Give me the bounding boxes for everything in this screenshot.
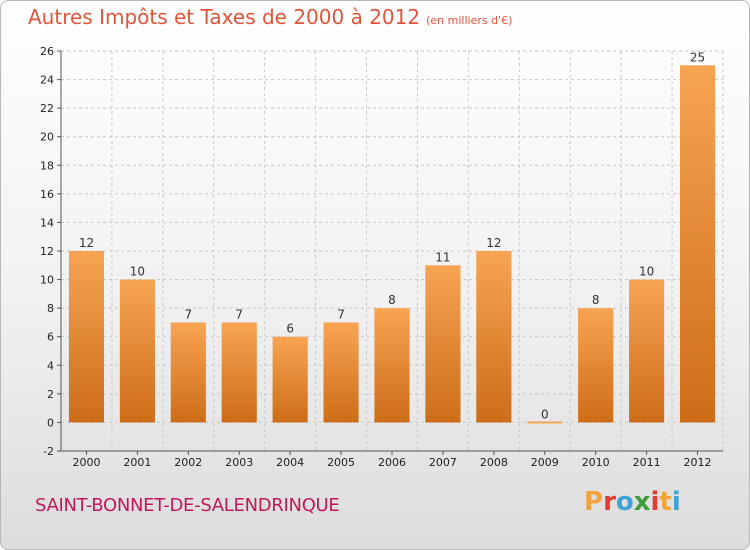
data-label: 25 — [690, 50, 705, 64]
logo-letter: x — [633, 487, 651, 517]
y-tick-label: 0 — [47, 416, 54, 429]
logo-letter: P — [584, 487, 604, 517]
y-tick-label: 6 — [47, 331, 54, 344]
x-tick-label: 2001 — [123, 456, 151, 469]
bar — [374, 308, 410, 423]
y-tick-label: 26 — [40, 45, 54, 58]
x-tick-label: 2006 — [378, 456, 406, 469]
bar — [170, 322, 206, 423]
logo-letter: t — [659, 487, 672, 517]
bar — [323, 322, 359, 423]
title-text: Autres Impôts et Taxes de 2000 à 2012 — [28, 5, 421, 29]
data-label: 10 — [130, 265, 145, 279]
y-tick-label: -2 — [43, 445, 54, 458]
y-tick-label: 18 — [40, 159, 54, 172]
data-label: 8 — [592, 293, 600, 307]
data-label: 7 — [337, 307, 345, 321]
y-tick-label: 22 — [40, 102, 54, 115]
data-label: 11 — [435, 250, 450, 264]
bar — [629, 279, 665, 423]
y-tick-label: 12 — [40, 245, 54, 258]
logo-letter: i — [671, 487, 681, 517]
proxiti-logo: Proxiti — [584, 487, 681, 517]
logo-letter: o — [615, 487, 634, 517]
bar — [527, 421, 563, 424]
chart-title: Autres Impôts et Taxes de 2000 à 2012 (en… — [28, 5, 512, 29]
logo-letter: i — [650, 487, 660, 517]
title-unit: (en milliers d'€) — [426, 14, 513, 27]
x-tick-label: 2000 — [72, 456, 100, 469]
data-label: 6 — [286, 322, 294, 336]
data-label: 12 — [486, 236, 501, 250]
x-tick-label: 2003 — [225, 456, 253, 469]
x-tick-label: 2005 — [327, 456, 355, 469]
y-tick-label: 8 — [47, 302, 54, 315]
data-label: 7 — [235, 307, 243, 321]
x-tick-label: 2012 — [684, 456, 712, 469]
logo-letter: r — [603, 487, 616, 517]
bar — [425, 265, 461, 423]
bar — [679, 65, 716, 423]
commune-name: SAINT-BONNET-DE-SALENDRINQUE — [35, 495, 340, 516]
y-tick-label: 14 — [40, 216, 54, 229]
data-label: 0 — [541, 407, 549, 421]
data-label: 8 — [388, 293, 396, 307]
data-label: 10 — [639, 265, 654, 279]
y-tick-label: 10 — [40, 274, 54, 287]
data-label: 12 — [79, 236, 94, 250]
y-tick-label: 20 — [40, 131, 54, 144]
x-tick-label: 2008 — [480, 456, 508, 469]
bar — [272, 336, 308, 423]
data-label: 7 — [184, 307, 192, 321]
y-tick-label: 2 — [47, 388, 54, 401]
bar — [221, 322, 257, 423]
x-tick-label: 2002 — [174, 456, 202, 469]
x-tick-label: 2011 — [633, 456, 661, 469]
bar — [68, 251, 105, 423]
x-tick-label: 2007 — [429, 456, 457, 469]
label-layer: 12 10 7 7 6 7 8 11 12 0 8 10 25 — [79, 50, 705, 421]
bar — [476, 251, 512, 423]
bar — [119, 279, 155, 423]
y-tick-label: 4 — [47, 359, 54, 372]
y-tick-label: 16 — [40, 188, 54, 201]
x-tick-label: 2010 — [582, 456, 610, 469]
bar-layer — [68, 65, 716, 424]
x-tick-label: 2004 — [276, 456, 304, 469]
y-tick-label: 24 — [40, 74, 54, 87]
bar — [578, 308, 614, 423]
x-tick-label: 2009 — [531, 456, 559, 469]
